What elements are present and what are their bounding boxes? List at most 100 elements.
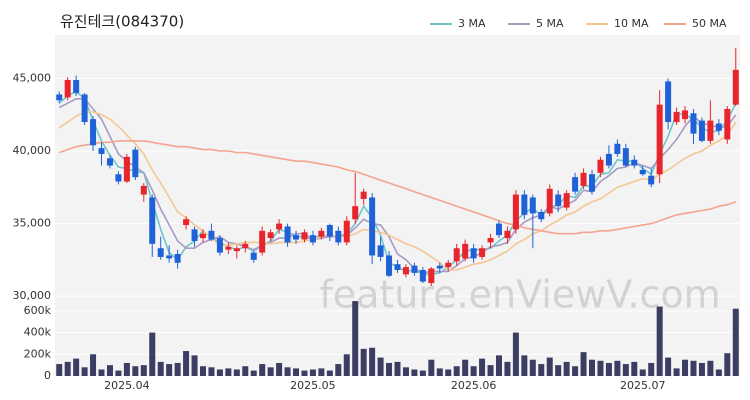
volume-bar <box>504 361 511 376</box>
candle-body <box>318 230 325 237</box>
candle-body <box>276 223 283 230</box>
volume-bar <box>597 360 604 376</box>
volume-bar <box>352 301 359 376</box>
candle-body <box>250 252 257 260</box>
volume-bar <box>326 370 333 376</box>
volume-bar <box>495 355 502 376</box>
candle-body <box>479 248 486 257</box>
candle-body <box>402 267 409 275</box>
volume-bar <box>369 347 376 376</box>
volume-bar <box>732 308 739 376</box>
volume-bar <box>284 367 291 376</box>
volume-bar <box>199 366 206 376</box>
candle-body <box>512 194 519 230</box>
volume-bar <box>521 355 528 376</box>
candle-body <box>470 248 477 259</box>
volume-bar <box>267 367 274 376</box>
volume-bar <box>309 369 316 376</box>
volume-bar <box>453 366 460 376</box>
candle-body <box>293 235 300 240</box>
candle-body <box>225 246 232 250</box>
candle-body <box>724 108 731 140</box>
candle-body <box>682 110 689 120</box>
legend-label: 5 MA <box>536 17 564 30</box>
candle-body <box>386 255 393 276</box>
candle-body <box>123 156 130 182</box>
y-tick-label: 0 <box>44 369 51 382</box>
volume-bar <box>462 359 469 376</box>
volume-bar <box>216 369 223 376</box>
legend-label: 50 MA <box>692 17 727 30</box>
volume-bar <box>589 359 596 376</box>
volume-bar <box>529 359 536 376</box>
volume-bar <box>394 361 401 376</box>
candle-body <box>208 230 215 240</box>
candle-body <box>732 69 739 105</box>
chart-title: 유진테크(084370) <box>60 13 184 31</box>
volume-bar <box>572 366 579 376</box>
volume-bar <box>479 358 486 376</box>
candle-body <box>538 211 545 220</box>
candle-body <box>242 243 249 249</box>
candle-body <box>343 220 350 243</box>
volume-bar <box>546 357 553 376</box>
volume-bar <box>411 369 418 376</box>
volume-bar <box>225 368 232 376</box>
volume-bar <box>335 364 342 376</box>
volume-bar <box>386 362 393 376</box>
candle-body <box>352 206 359 220</box>
candle-body <box>453 248 460 262</box>
volume-bar <box>259 364 266 376</box>
candle-body <box>98 148 105 154</box>
candle-body <box>631 159 638 166</box>
candle-body <box>174 254 181 263</box>
candle-body <box>639 169 646 175</box>
volume-bar <box>123 362 130 376</box>
volume-bar <box>631 361 638 376</box>
x-tick-label: 2025.07 <box>620 379 666 392</box>
candle-body <box>149 197 156 244</box>
volume-bar <box>174 362 181 376</box>
candle-body <box>369 197 376 256</box>
candle-body <box>572 177 579 192</box>
candle-body <box>216 238 223 253</box>
candle-body <box>394 264 401 270</box>
volume-bar <box>724 353 731 376</box>
legend-label: 10 MA <box>614 17 649 30</box>
volume-bar <box>242 366 249 376</box>
candle-body <box>589 174 596 192</box>
volume-bar <box>106 365 113 376</box>
candle-body <box>191 229 198 241</box>
candle-body <box>707 120 714 141</box>
candle-body <box>411 265 418 273</box>
volume-bar <box>563 361 570 376</box>
candle-body <box>656 104 663 175</box>
candle-body <box>529 197 536 214</box>
volume-bar <box>56 364 63 376</box>
candle-body <box>462 243 469 259</box>
candle-body <box>546 188 553 214</box>
volume-bar <box>690 360 697 376</box>
x-tick-label: 2025.06 <box>451 379 497 392</box>
candle-body <box>715 123 722 131</box>
volume-bar <box>90 354 97 376</box>
volume-bar <box>639 369 646 376</box>
volume-bar <box>208 367 215 376</box>
volume-bar <box>428 359 435 376</box>
candle-body <box>81 94 88 123</box>
volume-bar <box>233 369 240 376</box>
plot-area <box>55 35 740 376</box>
candle-body <box>495 223 502 236</box>
volume-bar <box>402 367 409 376</box>
volume-bar <box>250 370 257 376</box>
candle-body <box>360 191 367 199</box>
candle-body <box>673 111 680 123</box>
candle-body <box>555 194 562 207</box>
x-tick-label: 2025.04 <box>104 379 150 392</box>
candle-body <box>698 120 705 141</box>
candle-body <box>301 232 308 240</box>
candle-body <box>140 185 147 195</box>
volume-bar <box>605 362 612 376</box>
volume-bar <box>487 365 494 376</box>
